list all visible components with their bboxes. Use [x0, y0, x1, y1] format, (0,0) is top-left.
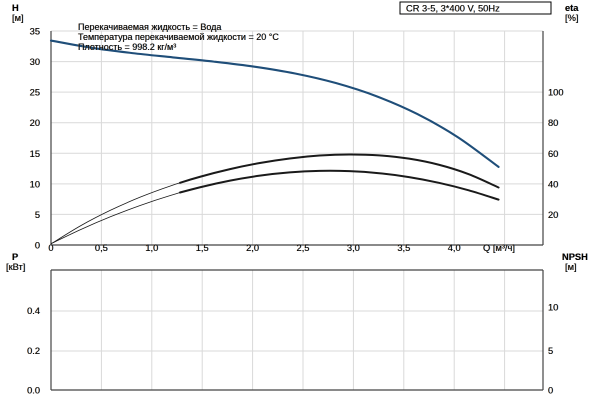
- svg-text:3,0: 3,0: [347, 243, 360, 253]
- svg-text:60: 60: [548, 149, 558, 159]
- svg-text:2,0: 2,0: [246, 243, 259, 253]
- svg-text:H: H: [12, 3, 19, 13]
- svg-text:P: P: [12, 252, 18, 262]
- svg-text:4,0: 4,0: [448, 243, 461, 253]
- svg-text:3,5: 3,5: [397, 243, 410, 253]
- svg-text:10: 10: [30, 179, 40, 189]
- svg-text:[м]: [м]: [12, 13, 24, 23]
- svg-text:0.0: 0.0: [27, 386, 40, 396]
- svg-text:[м]: [м]: [565, 262, 577, 272]
- svg-text:0: 0: [548, 386, 553, 396]
- svg-text:5: 5: [548, 346, 553, 356]
- svg-text:[кВт]: [кВт]: [6, 262, 25, 272]
- svg-text:15: 15: [30, 149, 40, 159]
- svg-text:1,5: 1,5: [196, 243, 209, 253]
- svg-text:40: 40: [548, 179, 558, 189]
- svg-text:35: 35: [30, 27, 40, 37]
- svg-text:1,0: 1,0: [145, 243, 158, 253]
- svg-text:0.4: 0.4: [27, 306, 40, 316]
- svg-text:Плотность = 998.2 кг/м³: Плотность = 998.2 кг/м³: [78, 42, 176, 52]
- svg-text:5: 5: [35, 210, 40, 220]
- svg-text:20: 20: [548, 210, 558, 220]
- svg-text:[%]: [%]: [565, 13, 578, 23]
- svg-text:Температура перекачиваемой жид: Температура перекачиваемой жидкости = 20…: [78, 32, 279, 42]
- svg-text:0: 0: [35, 241, 40, 251]
- svg-text:0,5: 0,5: [95, 243, 108, 253]
- svg-text:0.2: 0.2: [27, 346, 40, 356]
- svg-text:NPSH: NPSH: [562, 252, 588, 262]
- svg-text:CR 3-5, 3*400 V, 50Hz: CR 3-5, 3*400 V, 50Hz: [406, 4, 500, 14]
- svg-text:25: 25: [30, 88, 40, 98]
- svg-text:100: 100: [548, 88, 564, 98]
- svg-text:Q [м³/ч]: Q [м³/ч]: [483, 243, 515, 253]
- svg-text:0: 0: [48, 243, 53, 253]
- svg-text:2,5: 2,5: [297, 243, 310, 253]
- svg-text:eta: eta: [565, 3, 579, 13]
- svg-text:20: 20: [30, 118, 40, 128]
- svg-text:80: 80: [548, 118, 558, 128]
- svg-text:10: 10: [548, 303, 558, 313]
- svg-text:Перекачиваемая жидкость = Вода: Перекачиваемая жидкость = Вода: [78, 22, 221, 32]
- svg-text:30: 30: [30, 57, 40, 67]
